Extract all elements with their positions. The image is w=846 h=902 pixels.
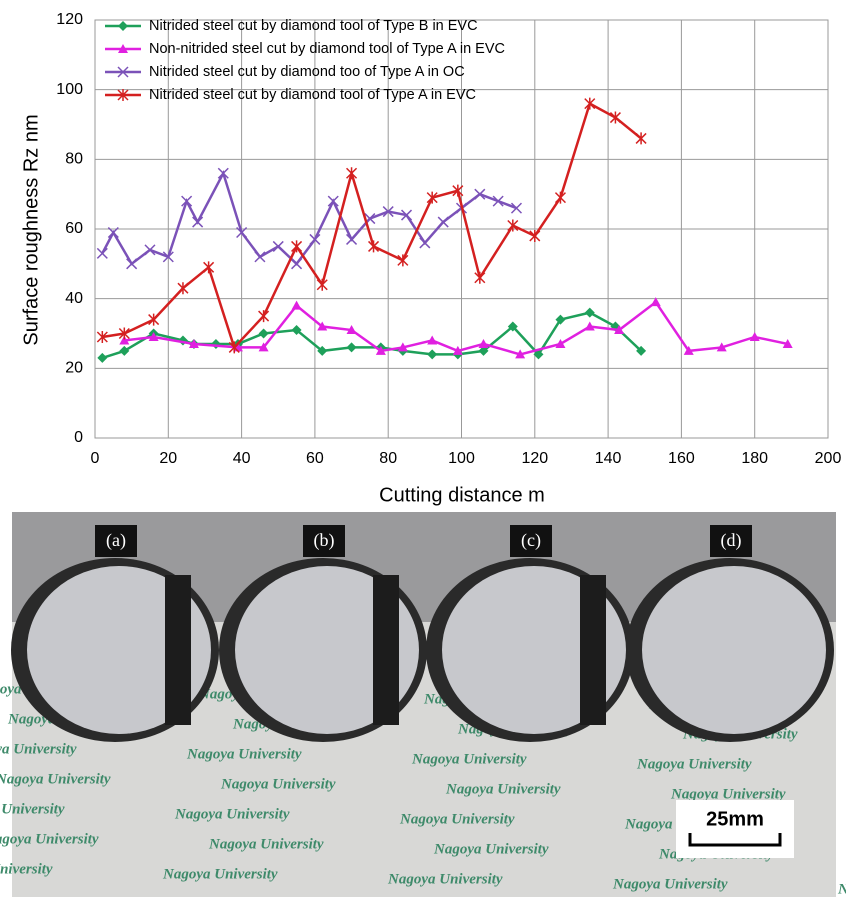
y-tick-label: 60 <box>65 220 83 237</box>
background-text: Nagoya University <box>0 741 77 757</box>
marker <box>292 240 302 252</box>
background-text: Nagoya University <box>0 861 53 877</box>
marker <box>347 234 357 244</box>
x-tick-label: 160 <box>668 450 695 467</box>
series-line <box>102 104 641 348</box>
series-line <box>124 302 787 354</box>
y-tick-label: 20 <box>65 360 83 377</box>
background-text: Nagoya University <box>445 781 561 797</box>
background-text: Nagoya University <box>174 806 290 822</box>
y-axis-title: Surface roughness Rz nm <box>20 114 42 345</box>
marker <box>508 220 518 232</box>
marker <box>292 259 302 269</box>
background-text: Nagoya University <box>0 801 65 817</box>
marker <box>610 112 620 124</box>
panel-label: (a) <box>106 530 126 551</box>
x-axis-title: Cutting distance m <box>379 484 545 506</box>
x-tick-label: 180 <box>741 450 768 467</box>
marker <box>127 259 137 269</box>
x-tick-label: 40 <box>233 450 251 467</box>
background-text: Nagoya University <box>387 871 503 887</box>
y-tick-label: 0 <box>74 429 83 446</box>
disc-face <box>642 566 826 734</box>
y-tick-label: 120 <box>56 11 83 28</box>
marker <box>292 301 302 310</box>
marker <box>211 339 221 349</box>
marker <box>347 167 357 179</box>
marker <box>427 335 437 344</box>
background-text: Nagoya University <box>411 751 527 767</box>
x-tick-label: 100 <box>448 450 475 467</box>
marker <box>420 238 430 248</box>
background-text: Nagoya University <box>220 776 336 792</box>
background-text: Nagoya University <box>433 841 549 857</box>
marker <box>255 252 265 262</box>
y-tick-label: 40 <box>65 290 83 307</box>
marker <box>317 279 327 291</box>
x-tick-label: 120 <box>521 450 548 467</box>
x-tick-label: 0 <box>91 450 100 467</box>
marker <box>585 308 595 318</box>
background-text: Nagoya University <box>162 866 278 882</box>
x-tick-label: 80 <box>379 450 397 467</box>
photo: Nagoya University Nagoya University Nagoya… <box>0 512 846 897</box>
marker <box>555 339 565 348</box>
cut-stripe <box>580 575 606 725</box>
marker <box>530 230 540 242</box>
marker <box>178 282 188 294</box>
page: Surface roughness Rz nm Cutting distance… <box>0 0 846 902</box>
background-text: Nagoya University <box>208 836 324 852</box>
marker <box>398 254 408 266</box>
marker <box>204 261 214 273</box>
background-text: Nagoya University <box>837 881 846 897</box>
x-tick-label: 200 <box>815 450 842 467</box>
x-tick-label: 140 <box>595 450 622 467</box>
marker <box>97 353 107 363</box>
marker <box>328 196 338 206</box>
marker <box>438 217 448 227</box>
background-text: Nagoya University <box>0 771 111 787</box>
marker <box>585 98 595 110</box>
marker <box>475 272 485 284</box>
marker <box>427 349 437 359</box>
background-text: Nagoya University <box>0 831 99 847</box>
marker <box>259 329 269 339</box>
panel-label: (c) <box>521 530 541 551</box>
marker <box>259 310 269 322</box>
figure: Surface roughness Rz nm Cutting distance… <box>0 0 846 897</box>
panel-label: (d) <box>721 530 742 551</box>
panel-label: (b) <box>314 530 335 551</box>
legend-label: Nitrided steel cut by diamond tool of Ty… <box>149 87 476 103</box>
y-tick-label: 80 <box>65 151 83 168</box>
background-text: Nagoya University <box>636 756 752 772</box>
marker <box>193 217 203 227</box>
background-text: Nagoya University <box>399 811 515 827</box>
marker <box>478 339 488 348</box>
marker <box>347 342 357 352</box>
legend-label: Nitrided steel cut by diamond tool of Ty… <box>149 18 478 34</box>
marker <box>97 248 107 258</box>
marker <box>273 241 283 251</box>
cut-stripe <box>165 575 191 725</box>
marker <box>149 314 159 326</box>
x-tick-label: 60 <box>306 450 324 467</box>
marker <box>369 240 379 252</box>
legend-label: Nitrided steel cut by diamond too of Typ… <box>149 64 465 80</box>
background-text: Nagoya University <box>612 876 728 892</box>
cut-stripe <box>373 575 399 725</box>
marker <box>555 192 565 204</box>
legend-label: Non-nitrided steel cut by diamond tool o… <box>149 41 505 57</box>
scale-bar-label: 25mm <box>706 808 764 830</box>
legend-marker <box>118 21 128 31</box>
marker <box>636 132 646 144</box>
background-text: Nagoya University <box>186 746 302 762</box>
x-tick-label: 20 <box>159 450 177 467</box>
y-tick-label: 100 <box>56 81 83 98</box>
